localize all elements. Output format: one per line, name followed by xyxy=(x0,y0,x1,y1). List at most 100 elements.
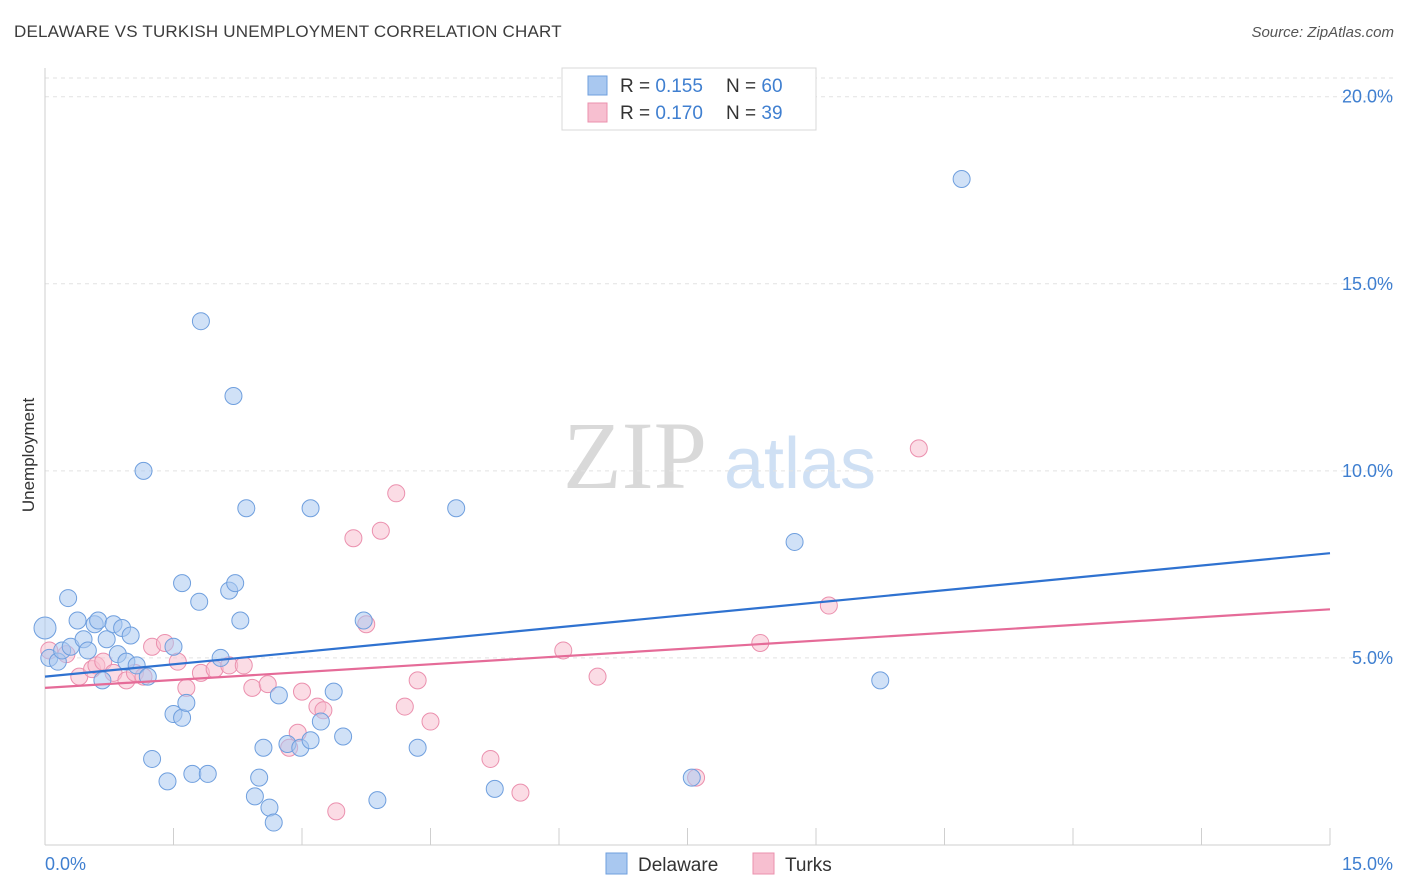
turks-point xyxy=(421,712,440,731)
bottom-legend-label-turks: Turks xyxy=(785,855,832,876)
legend-r-value-delaware: 0.155 xyxy=(655,76,703,97)
delaware-point xyxy=(324,682,343,701)
y-tick-label: 15.0% xyxy=(1342,274,1393,294)
tick-labels: 5.0% 10.0% 15.0% 20.0% 0.0% 15.0% xyxy=(45,87,1393,874)
delaware-point xyxy=(224,387,243,406)
turks-point xyxy=(511,783,530,802)
turks-point xyxy=(371,521,390,540)
delaware-point xyxy=(250,768,269,787)
turks-point xyxy=(168,652,187,671)
turks-point xyxy=(909,439,928,458)
delaware-point xyxy=(368,791,387,810)
delaware-point xyxy=(59,589,78,608)
axes xyxy=(44,68,1331,846)
delaware-point xyxy=(311,712,330,731)
bottom-legend-label-delaware: Delaware xyxy=(638,855,718,876)
delaware-point xyxy=(231,611,250,630)
watermark-zip: ZIP xyxy=(563,402,707,509)
turks-point xyxy=(243,678,262,697)
delaware-point xyxy=(134,461,153,480)
delaware-point xyxy=(871,671,890,690)
legend-n-value-turks: 39 xyxy=(761,103,782,124)
delaware-point xyxy=(682,768,701,787)
turks-point xyxy=(819,596,838,615)
delaware-point xyxy=(408,738,427,757)
legend-swatch-turks xyxy=(587,102,608,123)
y-tick-label: 20.0% xyxy=(1342,87,1393,107)
delaware-point xyxy=(354,611,373,630)
bottom-legend-swatch-turks xyxy=(752,852,775,875)
delaware-point xyxy=(93,671,112,690)
legend-r-value-turks: 0.170 xyxy=(655,103,703,124)
legend-r-label-turks: R = xyxy=(620,103,655,124)
delaware-point xyxy=(143,749,162,768)
turks-trend-line xyxy=(44,608,1331,689)
svg-text:N = 39: N = 39 xyxy=(726,103,783,124)
legend-r-label-delaware: R = xyxy=(620,76,655,97)
legend-n-label-delaware: N = xyxy=(726,76,761,97)
turks-point xyxy=(327,802,346,821)
delaware-point xyxy=(97,630,116,649)
bottom-legend-swatch-delaware xyxy=(605,852,628,875)
turks-point xyxy=(481,749,500,768)
delaware-point xyxy=(190,592,209,611)
delaware-point xyxy=(89,611,108,630)
turks-point xyxy=(293,682,311,701)
watermark-atlas: atlas xyxy=(724,424,876,504)
delaware-point xyxy=(245,787,264,806)
delaware-point xyxy=(183,764,202,783)
turks-point xyxy=(387,484,406,503)
delaware-point xyxy=(334,727,353,746)
delaware-point xyxy=(191,312,210,331)
y-tick-label: 10.0% xyxy=(1342,461,1393,481)
delaware-point xyxy=(158,772,177,791)
chart-title: DELAWARE VS TURKISH UNEMPLOYMENT CORRELA… xyxy=(14,22,562,41)
turks-point xyxy=(554,641,573,660)
delaware-point xyxy=(485,779,504,798)
delaware-points xyxy=(33,170,971,832)
delaware-point xyxy=(173,574,192,593)
svg-text:N = 60: N = 60 xyxy=(726,76,783,97)
delaware-point xyxy=(952,170,971,189)
delaware-trend-line xyxy=(44,552,1331,678)
delaware-point xyxy=(301,731,320,750)
legend-n-value-delaware: 60 xyxy=(761,76,782,97)
x-tick-label: 0.0% xyxy=(45,854,86,874)
turks-point xyxy=(177,678,196,697)
legend-swatch-delaware xyxy=(587,75,608,96)
delaware-point xyxy=(78,641,97,660)
delaware-point xyxy=(198,764,217,783)
series-legend: Delaware Turks xyxy=(605,852,832,876)
y-tick-label: 5.0% xyxy=(1352,648,1393,668)
delaware-point xyxy=(164,637,183,656)
delaware-point xyxy=(173,708,192,727)
delaware-point xyxy=(447,499,466,518)
svg-text:R = 0.170: R = 0.170 xyxy=(620,103,703,124)
delaware-point xyxy=(301,499,320,518)
delaware-point xyxy=(68,611,87,630)
legend-n-label-turks: N = xyxy=(726,103,761,124)
delaware-point xyxy=(269,686,288,705)
delaware-point xyxy=(785,532,804,551)
turks-point xyxy=(344,529,363,548)
y-axis-label: Unemployment xyxy=(19,398,38,513)
svg-text:R = 0.155: R = 0.155 xyxy=(620,76,703,97)
delaware-point xyxy=(177,693,196,712)
delaware-point xyxy=(121,626,140,645)
correlation-legend: R = 0.155 N = 60 R = 0.170 N = 39 xyxy=(561,67,817,131)
delaware-point xyxy=(211,648,230,667)
delaware-point xyxy=(237,499,256,518)
turks-point xyxy=(258,675,277,694)
gridlines xyxy=(45,77,1395,659)
delaware-point xyxy=(260,798,279,817)
x-tick-label: 15.0% xyxy=(1342,854,1393,874)
trend-lines xyxy=(44,552,1331,689)
turks-point xyxy=(234,656,253,675)
delaware-point xyxy=(264,813,283,832)
delaware-point xyxy=(254,738,273,757)
delaware-point xyxy=(33,616,57,640)
delaware-point xyxy=(127,656,146,675)
turks-point xyxy=(395,697,414,716)
turks-point xyxy=(408,671,427,690)
